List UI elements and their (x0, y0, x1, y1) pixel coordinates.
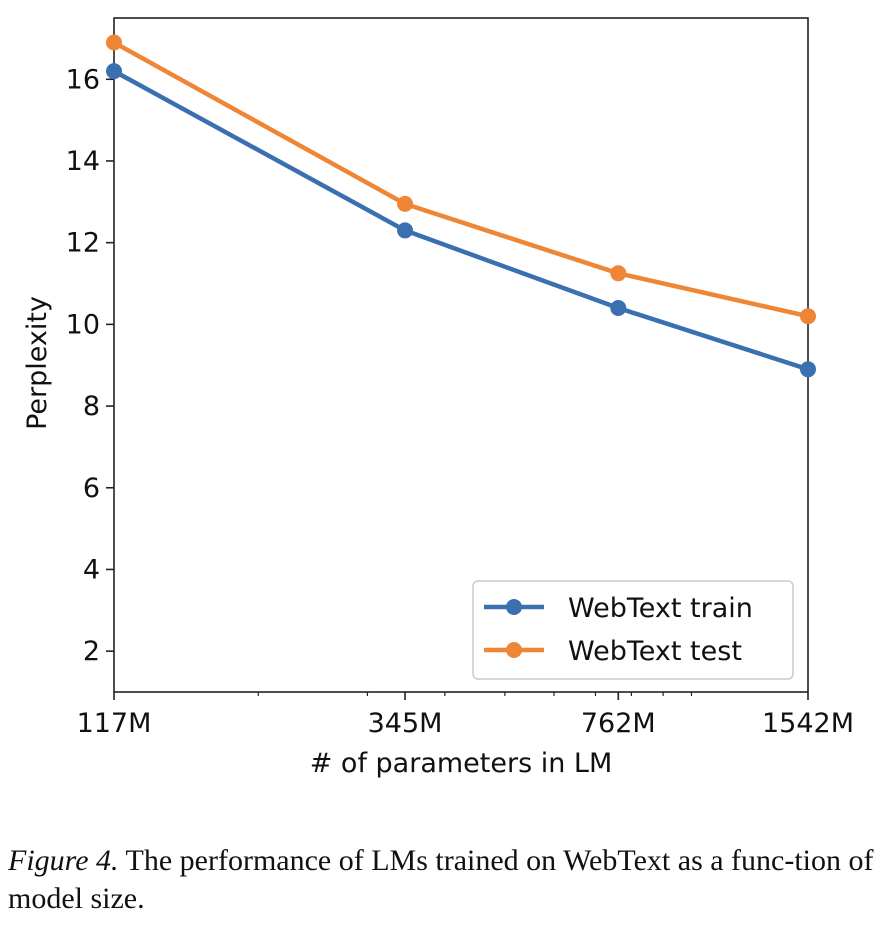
data-point (397, 222, 414, 239)
y-tick-label: 16 (66, 64, 100, 95)
data-point (610, 265, 627, 282)
series-line-2 (112, 40, 809, 319)
y-tick-label: 14 (66, 146, 100, 177)
caption-label: Figure 4. (8, 844, 119, 877)
legend-marker (506, 642, 522, 658)
y-axis-label: Perplexity (22, 296, 53, 430)
chart: 2 4 6 8 10 12 14 16 117M 345M 762M 1542M WebText t… (22, 17, 854, 779)
data-point (106, 63, 122, 80)
legend-label: WebText test (568, 636, 742, 667)
data-point (800, 361, 816, 378)
x-tick-label: 1542M (762, 708, 854, 739)
x-axis-label: # of parameters in LM (310, 748, 613, 779)
figure-caption: Figure 4. The performance of LMs trained… (8, 842, 884, 918)
series-layer (106, 34, 816, 378)
legend-label: WebText train (568, 593, 753, 624)
x-tick-label: 762M (581, 708, 656, 739)
data-point (610, 300, 627, 317)
plot-frame (113, 17, 809, 693)
series-line-1 (112, 69, 809, 372)
y-tick-label: 2 (83, 636, 100, 667)
y-tick-label: 8 (83, 391, 100, 422)
x-tick-label: 117M (77, 708, 152, 739)
legend-marker (506, 599, 522, 615)
data-point (397, 195, 414, 212)
caption-text: The performance of LMs trained on WebTex… (8, 844, 874, 915)
y-tick-label: 6 (83, 473, 100, 504)
x-tick-label: 345M (368, 708, 443, 739)
y-tick-label: 12 (66, 228, 100, 259)
data-point (800, 308, 816, 325)
y-axis: 2 4 6 8 10 12 14 16 (66, 64, 114, 667)
legend: WebText train WebText test (472, 580, 794, 680)
y-tick-label: 4 (83, 554, 100, 585)
data-point (106, 34, 122, 51)
plot-area (113, 17, 809, 693)
legend-box (472, 580, 794, 680)
x-axis: 117M 345M 762M 1542M (77, 692, 854, 739)
y-tick-label: 10 (66, 309, 100, 340)
